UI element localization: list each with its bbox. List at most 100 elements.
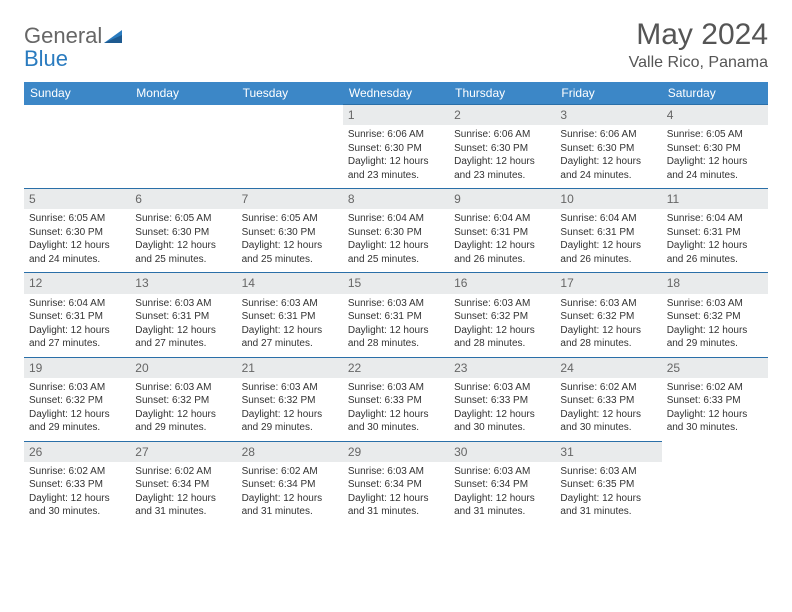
day-info: Sunrise: 6:03 AMSunset: 6:32 PMDaylight:… <box>666 297 764 351</box>
day-number: 5 <box>24 189 130 209</box>
calendar-day-cell: 9Sunrise: 6:04 AMSunset: 6:31 PMDaylight… <box>449 189 555 273</box>
day-number: 24 <box>555 358 661 378</box>
calendar-day-cell: 11 Sunrise: 6:04 AMSunset: 6:31 PMDayligh… <box>662 189 768 273</box>
day-info: Sunrise: 6:03 AMSunset: 6:32 PMDaylight:… <box>559 297 657 351</box>
weekday-header: Friday <box>555 82 661 105</box>
day-info: Sunrise: 6:02 AMSunset: 6:34 PMDaylight:… <box>241 465 339 519</box>
day-number: 20 <box>130 358 236 378</box>
calendar-day-cell: 26 Sunrise: 6:02 AMSunset: 6:33 PMDayligh… <box>24 441 130 525</box>
calendar-week-row: 5Sunrise: 6:05 AMSunset: 6:30 PMDaylight… <box>24 189 768 273</box>
location-subtitle: Valle Rico, Panama <box>629 54 768 72</box>
day-info: Sunrise: 6:05 AMSunset: 6:30 PMDaylight:… <box>666 128 764 182</box>
day-number: 2 <box>449 105 555 125</box>
calendar-table: SundayMondayTuesdayWednesdayThursdayFrid… <box>24 82 768 525</box>
calendar-day-cell: 13Sunrise: 6:03 AMSunset: 6:31 PMDayligh… <box>130 273 236 357</box>
day-info: Sunrise: 6:03 AMSunset: 6:31 PMDaylight:… <box>241 297 339 351</box>
calendar-day-cell: 1 Sunrise: 6:06 AMSunset: 6:30 PMDaylight… <box>343 105 449 189</box>
day-number: 11 <box>662 189 768 209</box>
page-title: May 2024 <box>629 18 768 52</box>
day-info: Sunrise: 6:06 AMSunset: 6:30 PMDaylight:… <box>559 128 657 182</box>
day-number: 21 <box>237 358 343 378</box>
day-number: 18 <box>662 273 768 293</box>
day-info: Sunrise: 6:03 AMSunset: 6:32 PMDaylight:… <box>28 381 126 435</box>
day-info: Sunrise: 6:04 AMSunset: 6:31 PMDaylight:… <box>666 212 764 266</box>
calendar-day-cell: 23 Sunrise: 6:03 AMSunset: 6:33 PMDayligh… <box>449 357 555 441</box>
day-number: 17 <box>555 273 661 293</box>
day-info: Sunrise: 6:03 AMSunset: 6:31 PMDaylight:… <box>347 297 445 351</box>
brand-logo: GeneralBlue <box>24 18 126 70</box>
calendar-day-cell: 20 Sunrise: 6:03 AMSunset: 6:32 PMDayligh… <box>130 357 236 441</box>
day-number: 25 <box>662 358 768 378</box>
brand-text-blue: Blue <box>24 46 68 71</box>
weekday-header: Sunday <box>24 82 130 105</box>
calendar-day-cell: 25 Sunrise: 6:02 AMSunset: 6:33 PMDayligh… <box>662 357 768 441</box>
day-number: 27 <box>130 442 236 462</box>
day-info: Sunrise: 6:06 AMSunset: 6:30 PMDaylight:… <box>347 128 445 182</box>
day-number: 3 <box>555 105 661 125</box>
calendar-day-cell: 19 Sunrise: 6:03 AMSunset: 6:32 PMDayligh… <box>24 357 130 441</box>
day-number: 6 <box>130 189 236 209</box>
day-info: Sunrise: 6:05 AMSunset: 6:30 PMDaylight:… <box>28 212 126 266</box>
calendar-day-cell: 6 Sunrise: 6:05 AMSunset: 6:30 PMDaylight… <box>130 189 236 273</box>
weekday-header: Wednesday <box>343 82 449 105</box>
calendar-day-cell: 15 Sunrise: 6:03 AMSunset: 6:31 PMDayligh… <box>343 273 449 357</box>
calendar-week-row: 19Sunrise: 6:03 AMSunset: 6:32 PMDayligh… <box>24 357 768 441</box>
day-number: 26 <box>24 442 130 462</box>
day-info: Sunrise: 6:03 AMSunset: 6:35 PMDaylight:… <box>559 465 657 519</box>
calendar-day-cell: 17 Sunrise: 6:03 AMSunset: 6:32 PMDayligh… <box>555 273 661 357</box>
calendar-week-row: 12 Sunrise: 6:04 AMSunset: 6:31 PMDayligh… <box>24 273 768 357</box>
page-header: GeneralBlue May 2024 Valle Rico, Panama <box>24 18 768 72</box>
day-number: 7 <box>237 189 343 209</box>
calendar-day-cell: 7 Sunrise: 6:05 AMSunset: 6:30 PMDaylight… <box>237 189 343 273</box>
calendar-day-cell: 24Sunrise: 6:02 AMSunset: 6:33 PMDayligh… <box>555 357 661 441</box>
calendar-day-cell: 28Sunrise: 6:02 AMSunset: 6:34 PMDayligh… <box>237 441 343 525</box>
day-number: 8 <box>343 189 449 209</box>
day-info: Sunrise: 6:04 AMSunset: 6:31 PMDaylight:… <box>28 297 126 351</box>
day-number: 31 <box>555 442 661 462</box>
day-number: 14 <box>237 273 343 293</box>
calendar-day-cell: 27 Sunrise: 6:02 AMSunset: 6:34 PMDayligh… <box>130 441 236 525</box>
calendar-week-row: 1Sunrise: 6:06 AMSunset: 6:30 PMDaylight… <box>24 105 768 189</box>
day-number: 12 <box>24 273 130 293</box>
calendar-day-cell: 29Sunrise: 6:03 AMSunset: 6:34 PMDayligh… <box>343 441 449 525</box>
day-info: Sunrise: 6:06 AMSunset: 6:30 PMDaylight:… <box>453 128 551 182</box>
weekday-header: Saturday <box>662 82 768 105</box>
weekday-header: Monday <box>130 82 236 105</box>
calendar-day-cell: 10Sunrise: 6:04 AMSunset: 6:31 PMDayligh… <box>555 189 661 273</box>
calendar-day-cell: 22Sunrise: 6:03 AMSunset: 6:33 PMDayligh… <box>343 357 449 441</box>
brand-text-general: General <box>24 23 102 48</box>
calendar-day-cell: 31 Sunrise: 6:03 AMSunset: 6:35 PMDayligh… <box>555 441 661 525</box>
calendar-day-cell: 2 Sunrise: 6:06 AMSunset: 6:30 PMDaylight… <box>449 105 555 189</box>
day-info: Sunrise: 6:02 AMSunset: 6:33 PMDaylight:… <box>666 381 764 435</box>
day-number: 15 <box>343 273 449 293</box>
day-info: Sunrise: 6:04 AMSunset: 6:30 PMDaylight:… <box>347 212 445 266</box>
day-number: 22 <box>343 358 449 378</box>
day-info: Sunrise: 6:02 AMSunset: 6:34 PMDaylight:… <box>134 465 232 519</box>
day-number: 4 <box>662 105 768 125</box>
calendar-day-cell: 30 Sunrise: 6:03 AMSunset: 6:34 PMDayligh… <box>449 441 555 525</box>
title-block: May 2024 Valle Rico, Panama <box>629 18 768 72</box>
calendar-day-cell: 14 Sunrise: 6:03 AMSunset: 6:31 PMDayligh… <box>237 273 343 357</box>
calendar-day-cell: 18 Sunrise: 6:03 AMSunset: 6:32 PMDayligh… <box>662 273 768 357</box>
day-info: Sunrise: 6:05 AMSunset: 6:30 PMDaylight:… <box>134 212 232 266</box>
day-info: Sunrise: 6:03 AMSunset: 6:34 PMDaylight:… <box>347 465 445 519</box>
day-number: 30 <box>449 442 555 462</box>
calendar-day-cell: 16Sunrise: 6:03 AMSunset: 6:32 PMDayligh… <box>449 273 555 357</box>
day-info: Sunrise: 6:03 AMSunset: 6:33 PMDaylight:… <box>453 381 551 435</box>
day-number: 19 <box>24 358 130 378</box>
day-info: Sunrise: 6:03 AMSunset: 6:31 PMDaylight:… <box>134 297 232 351</box>
day-number: 23 <box>449 358 555 378</box>
day-info: Sunrise: 6:03 AMSunset: 6:34 PMDaylight:… <box>453 465 551 519</box>
day-info: Sunrise: 6:04 AMSunset: 6:31 PMDaylight:… <box>453 212 551 266</box>
calendar-day-cell: 21Sunrise: 6:03 AMSunset: 6:32 PMDayligh… <box>237 357 343 441</box>
day-info: Sunrise: 6:05 AMSunset: 6:30 PMDaylight:… <box>241 212 339 266</box>
day-info: Sunrise: 6:03 AMSunset: 6:32 PMDaylight:… <box>453 297 551 351</box>
day-info: Sunrise: 6:03 AMSunset: 6:32 PMDaylight:… <box>134 381 232 435</box>
calendar-day-cell <box>662 441 768 525</box>
day-info: Sunrise: 6:02 AMSunset: 6:33 PMDaylight:… <box>28 465 126 519</box>
day-number: 10 <box>555 189 661 209</box>
calendar-day-cell: 5 Sunrise: 6:05 AMSunset: 6:30 PMDaylight… <box>24 189 130 273</box>
brand-sail-icon <box>104 24 126 38</box>
day-number: 1 <box>343 105 449 125</box>
calendar-day-cell: 8 Sunrise: 6:04 AMSunset: 6:30 PMDaylight… <box>343 189 449 273</box>
